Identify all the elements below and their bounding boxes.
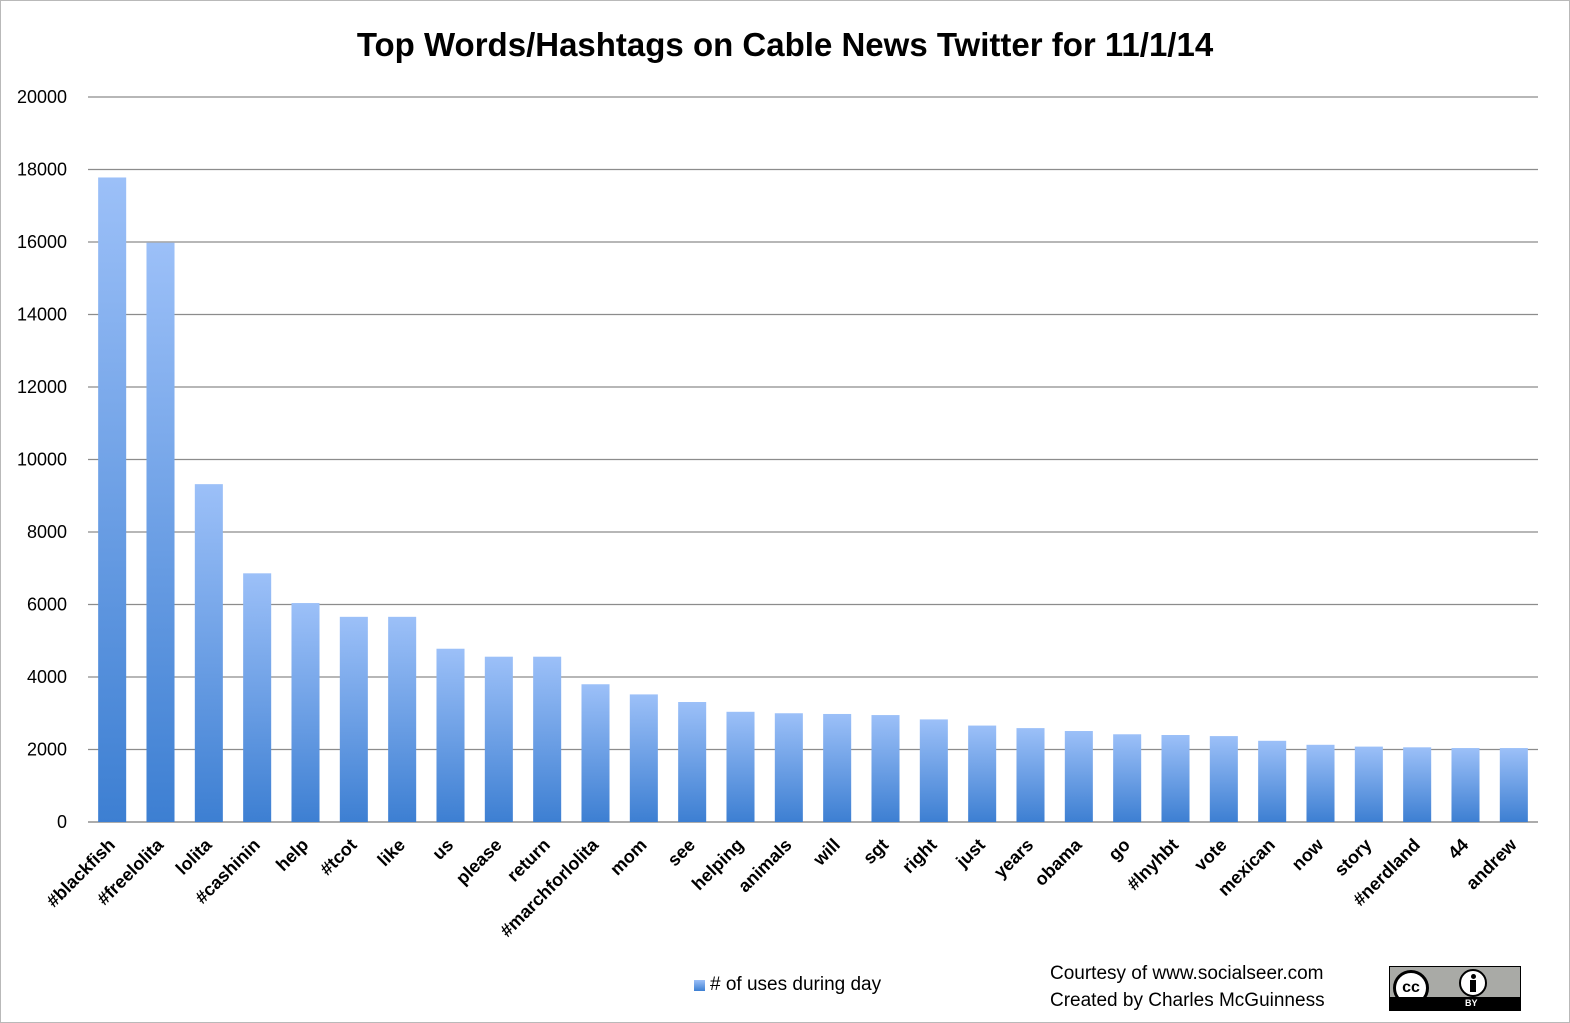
x-tick-label: us — [428, 835, 457, 864]
bar-hash-blackfish — [98, 177, 127, 823]
bar-animals — [774, 713, 803, 822]
bar-sgt — [871, 715, 900, 822]
bar-44 — [1451, 748, 1480, 822]
bar-like — [388, 616, 417, 822]
attribution-person-icon — [1459, 969, 1487, 997]
bar-vote — [1209, 736, 1238, 822]
x-tick-label: see — [664, 835, 699, 870]
x-tick-label: help — [272, 835, 312, 875]
x-tick-label: mom — [606, 835, 651, 880]
bar-will — [823, 713, 852, 822]
y-axis-ticks: 0 2000 4000 6000 8000 10000 12000 14000 16000 180… — [17, 87, 67, 832]
x-tick-label: #lnyhbt — [1123, 835, 1182, 894]
legend-swatch — [694, 979, 705, 991]
y-tick-label: 18000 — [17, 160, 67, 180]
x-tick-label: #tcot — [316, 835, 361, 880]
bar-years — [1016, 728, 1045, 822]
bar-mexican — [1258, 740, 1287, 822]
bar-hash-lnyhbt — [1161, 735, 1190, 822]
bar-go — [1113, 734, 1142, 822]
x-tick-label: animals — [734, 835, 796, 897]
x-tick-label: andrew — [1462, 834, 1521, 893]
chart-title: Top Words/Hashtags on Cable News Twitter… — [356, 26, 1214, 63]
x-tick-label: will — [809, 835, 844, 870]
x-tick-label: 44 — [1444, 835, 1472, 863]
bar-now — [1306, 744, 1335, 822]
legend: # of uses during day — [694, 974, 881, 996]
y-tick-label: 10000 — [17, 450, 67, 470]
y-tick-label: 20000 — [17, 87, 67, 107]
y-tick-label: 0 — [57, 812, 67, 832]
bar-right — [919, 719, 948, 822]
bar-story — [1354, 746, 1383, 822]
bar-hash-marchforlolita — [581, 684, 610, 822]
bar-hash-tcot — [339, 616, 368, 822]
bar-mom — [629, 694, 658, 822]
y-tick-label: 14000 — [17, 305, 67, 325]
x-tick-label: please — [452, 835, 506, 889]
bar-please — [484, 656, 513, 822]
y-tick-label: 6000 — [27, 595, 67, 615]
bar-hash-cashinin — [243, 573, 272, 822]
y-tick-label: 4000 — [27, 667, 67, 687]
bar-see — [678, 702, 707, 822]
by-label: BY — [1465, 998, 1478, 1008]
legend-label: # of uses during day — [710, 974, 882, 995]
bar-just — [968, 725, 997, 822]
y-tick-label: 8000 — [27, 522, 67, 542]
gridlines — [88, 96, 1538, 823]
x-tick-label: story — [1330, 835, 1375, 880]
credit-line-author: Created by Charles McGuinness — [1050, 990, 1325, 1011]
x-tick-label: go — [1104, 835, 1134, 865]
y-tick-label: 16000 — [17, 232, 67, 252]
bar-obama — [1064, 731, 1093, 822]
x-tick-label: lolita — [172, 834, 217, 879]
bar-hash-freelolita — [146, 242, 175, 823]
cc-by-license-badge: cc BY — [1389, 966, 1521, 1011]
x-tick-label: vote — [1190, 835, 1230, 875]
bar-us — [436, 648, 465, 822]
bars — [98, 177, 1528, 823]
x-tick-label: obama — [1030, 834, 1086, 890]
bar-hash-nerdland — [1403, 747, 1432, 822]
y-tick-label: 12000 — [17, 377, 67, 397]
bar-return — [533, 656, 562, 822]
x-tick-label: now — [1288, 834, 1328, 874]
bar-lolita — [194, 484, 223, 822]
x-tick-label: like — [374, 835, 409, 870]
credit-line-courtesy: Courtesy of www.socialseer.com — [1050, 963, 1324, 984]
bar-help — [291, 603, 320, 822]
x-axis-ticks: #blackfish#freelolita lolita#cashinin help… — [43, 834, 1522, 941]
x-tick-label: sgt — [859, 835, 892, 868]
bar-andrew — [1499, 748, 1528, 822]
y-tick-label: 2000 — [27, 740, 67, 760]
bar-helping — [726, 711, 755, 822]
x-tick-label: right — [898, 835, 940, 877]
x-tick-label: just — [952, 835, 989, 872]
